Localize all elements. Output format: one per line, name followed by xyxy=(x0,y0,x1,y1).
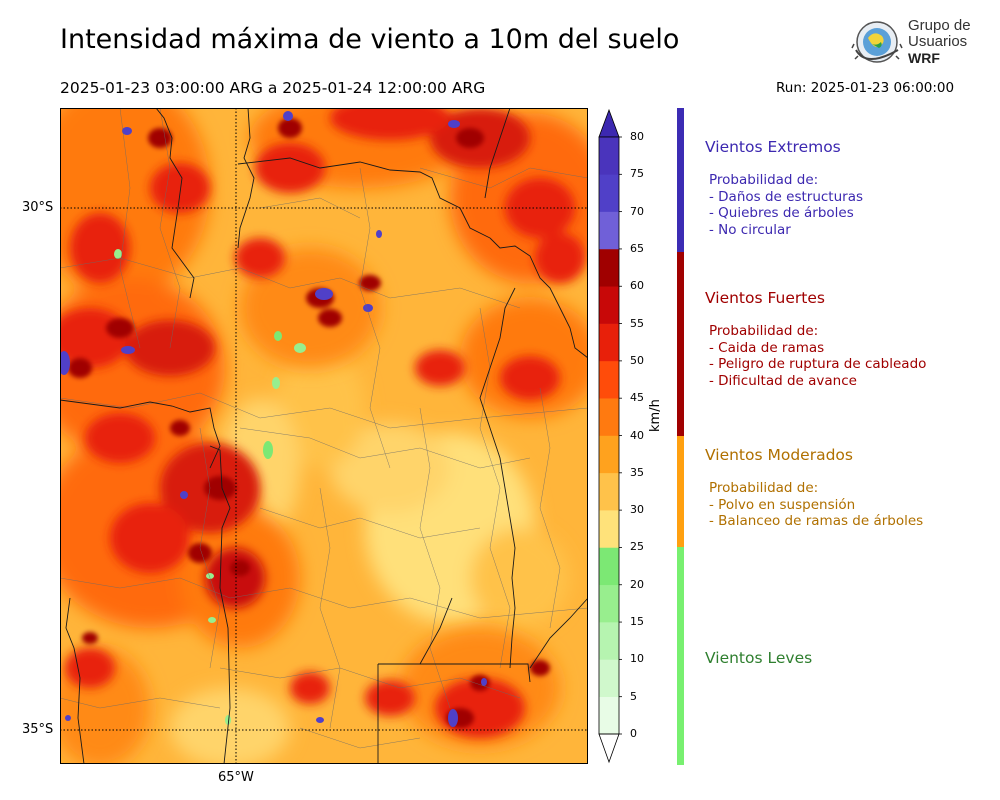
logo-line-2: Usuarios xyxy=(908,33,968,50)
desc-line: Probabilidad de: xyxy=(709,172,819,188)
logo-line-3: WRF xyxy=(908,50,940,66)
desc-line: - Peligro de ruptura de cableado xyxy=(709,356,927,372)
lon-label-65w: 65°W xyxy=(218,770,254,785)
colorbar-bin xyxy=(599,211,619,250)
logo-line-1: Grupo de xyxy=(908,17,971,34)
light-wind-areas xyxy=(170,348,570,764)
colorbar-bin xyxy=(599,435,619,474)
category-title-extreme: Vientos Extremos xyxy=(705,138,841,156)
category-desc-moderate: Probabilidad de: - Polvo en suspensión -… xyxy=(709,480,923,530)
map-frame xyxy=(60,108,588,764)
colorbar-bin xyxy=(599,547,619,586)
colorbar-tick-label: 15 xyxy=(630,615,644,629)
forecast-date-range: 2025-01-23 03:00:00 ARG a 2025-01-24 12:… xyxy=(60,79,486,97)
colorbar-tick-label: 50 xyxy=(630,353,644,367)
colorbar-tick-label: 65 xyxy=(630,241,644,255)
colorbar-bin xyxy=(599,248,619,287)
calm-wind-patches xyxy=(114,249,306,725)
desc-line: Probabilidad de: xyxy=(709,323,819,339)
colorbar-bin xyxy=(599,360,619,399)
colorbar-unit-label: km/h xyxy=(648,399,663,432)
colorbar-tick-label: 70 xyxy=(630,204,644,218)
colorbar-bin xyxy=(599,174,619,212)
colorbar-bin xyxy=(599,584,619,623)
colorbar-tick-label: 30 xyxy=(630,503,644,517)
province-boundaries xyxy=(60,108,588,764)
colorbar-bin xyxy=(599,286,619,324)
colorbar-bin xyxy=(599,398,619,436)
legend-bar-light xyxy=(677,547,684,765)
category-desc-strong: Probabilidad de: - Caida de ramas - Peli… xyxy=(709,323,926,389)
wrf-logo: Grupo de Usuarios WRF xyxy=(848,16,978,72)
desc-line: - No circular xyxy=(709,221,791,238)
colorbar-tick-label: 45 xyxy=(630,391,644,405)
colorbar-bin xyxy=(599,472,619,511)
colorbar-tick-label: 75 xyxy=(630,167,644,181)
desc-line: - Dificultad de avance xyxy=(709,372,857,389)
colorbar-tick-label: 55 xyxy=(630,316,644,330)
model-run-time: Run: 2025-01-23 06:00:00 xyxy=(776,80,955,96)
desc-line: - Daños de estructuras xyxy=(709,188,864,205)
colorbar-tick-label: 0 xyxy=(630,727,637,740)
desc-line: Probabilidad de: xyxy=(709,480,819,496)
colorbar-tick-label: 40 xyxy=(630,428,644,442)
colorbar-bin xyxy=(599,510,619,548)
colorbar-extend-top xyxy=(598,108,620,138)
colorbar-tick-label: 35 xyxy=(630,465,644,479)
colorbar-tick-label: 20 xyxy=(630,577,644,591)
colorbar-tick-label: 80 xyxy=(630,130,644,143)
extreme-wind-cells xyxy=(60,111,487,727)
legend-bar-moderate xyxy=(677,436,684,547)
wind-intensity-map xyxy=(60,108,588,764)
colorbar-tick-label: 25 xyxy=(630,540,644,554)
category-desc-extreme: Probabilidad de: - Daños de estructuras … xyxy=(709,172,863,238)
colorbar-bin xyxy=(599,659,619,697)
colorbar-tick-label: 10 xyxy=(630,652,644,666)
colorbar-bin xyxy=(599,323,619,362)
desc-line: - Caida de ramas xyxy=(709,339,825,356)
desc-line: - Quiebres de árboles xyxy=(709,205,854,221)
colorbar-bin xyxy=(599,137,619,175)
colorbar-tick-label: 5 xyxy=(630,689,637,703)
colorbar-bin xyxy=(599,696,619,735)
logo-text: Grupo de Usuarios WRF xyxy=(908,17,971,67)
legend-bar-extreme xyxy=(677,108,684,252)
legend-bar-strong xyxy=(677,252,684,436)
category-title-moderate: Vientos Moderados xyxy=(705,446,853,464)
colorbar-extend-bottom xyxy=(598,733,620,764)
strong-wind-areas xyxy=(60,108,585,738)
desc-line: - Polvo en suspensión xyxy=(709,496,856,513)
globe-logo-icon xyxy=(851,21,903,63)
category-title-light: Vientos Leves xyxy=(705,649,813,667)
category-title-strong: Vientos Fuertes xyxy=(705,289,825,307)
desc-line: - Balanceo de ramas de árboles xyxy=(709,513,924,529)
colorbar-bin xyxy=(599,622,619,660)
map-title: Intensidad máxima de viento a 10m del su… xyxy=(60,24,680,55)
graticule xyxy=(60,108,588,764)
lat-label-30s: 30°S xyxy=(22,200,54,215)
wind-speed-colorbar xyxy=(598,108,622,764)
colorbar-tick-label: 60 xyxy=(630,279,644,293)
lat-label-35s: 35°S xyxy=(22,722,54,737)
